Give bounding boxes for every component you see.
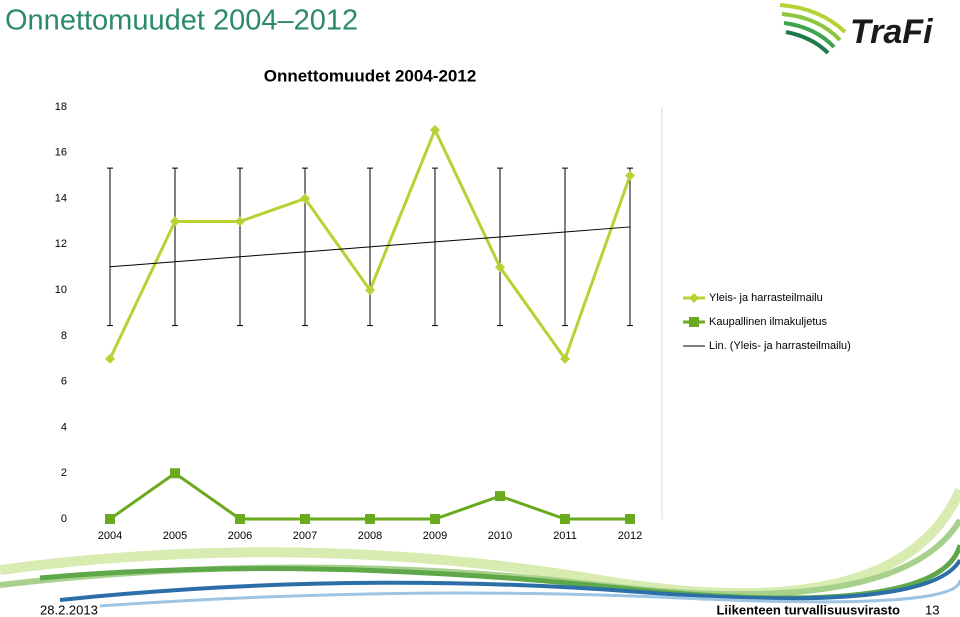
logo: TraFi [779,3,934,55]
point [495,491,505,502]
slide-title: Onnettomuudet 2004–2012 [5,5,358,37]
point [560,514,570,524]
x-tick-label: 2012 [618,530,642,542]
point [300,514,310,524]
swoosh [99,579,960,608]
y-tick-label: 16 [55,147,67,159]
y-tick-label: 6 [61,376,67,388]
point [170,216,180,227]
point [560,353,570,364]
legend-marker [689,293,699,303]
y-tick-label: 2 [61,467,67,479]
y-tick-label: 14 [55,192,67,204]
point [365,514,375,524]
y-tick-label: 10 [55,284,67,296]
x-tick-label: 2011 [553,530,577,542]
logo-swoosh [779,3,847,34]
point [105,353,115,364]
swoosh [59,558,960,602]
y-tick-label: 18 [55,101,67,113]
footer-date: 28.2.2013 [40,602,98,617]
logo-swoosh [783,21,836,49]
point [430,514,440,524]
point [170,468,180,479]
series-line [109,226,631,268]
swoosh [0,488,960,599]
x-tick-label: 2007 [293,530,317,542]
legend-label: Yleis- ja harrasteilmailu [709,292,823,304]
y-tick-label: 4 [61,421,67,433]
legend-label: Kaupallinen ilmakuljetus [709,316,828,328]
point [235,216,245,227]
x-tick-label: 2009 [423,530,447,542]
footer-page: 13 [925,602,939,617]
point [365,285,375,296]
legend-label: Lin. (Yleis- ja harrasteilmailu) [709,340,851,352]
legend-marker [689,317,699,327]
y-tick-label: 0 [61,513,67,525]
point [300,193,310,204]
footer-swoosh [0,488,960,608]
point [625,170,635,181]
point [495,262,505,273]
point [235,514,245,524]
point [625,514,635,524]
x-tick-label: 2006 [228,530,252,542]
y-tick-label: 8 [61,330,67,342]
y-tick-label: 12 [55,238,67,250]
footer-org: Liikenteen turvallisuusvirasto [716,602,900,617]
swoosh [39,544,960,601]
x-tick-label: 2008 [358,530,382,542]
logo-text: TraFi [850,13,934,51]
x-tick-label: 2005 [163,530,187,542]
point [105,514,115,524]
logo-swoosh [785,30,830,55]
x-tick-label: 2004 [98,530,122,542]
logo-swoosh [781,12,842,42]
point [430,124,440,135]
x-tick-label: 2010 [488,530,512,542]
chart-title: Onnettomuudet 2004-2012 [264,66,477,85]
